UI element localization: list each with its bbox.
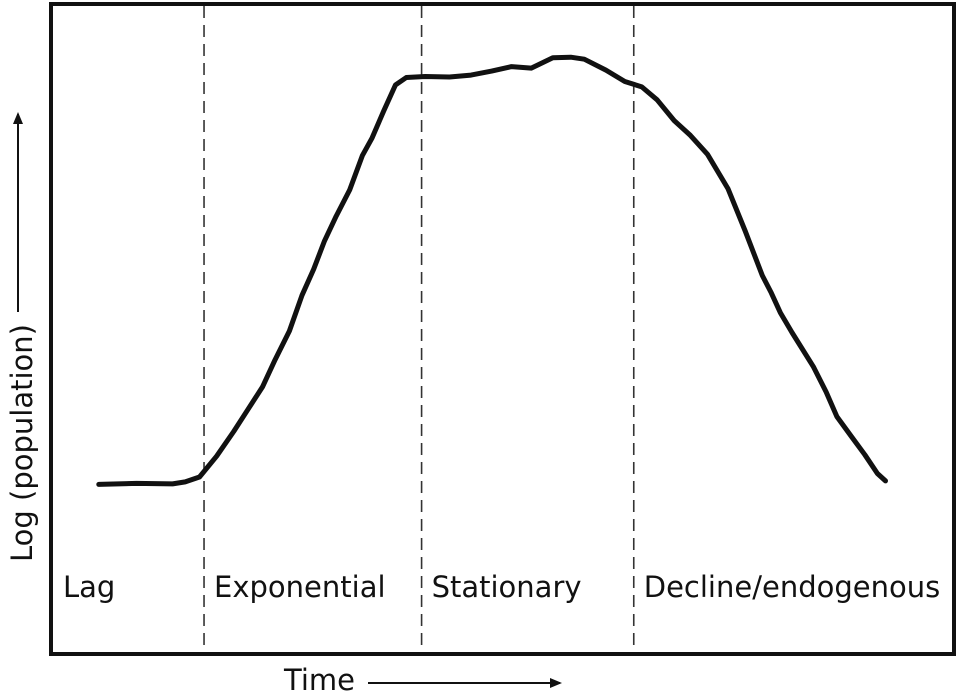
population-curve [96, 54, 888, 487]
x-axis-label: Time [283, 663, 355, 697]
phase-label: Decline/endogenous [644, 570, 940, 604]
phase-label: Stationary [432, 570, 582, 604]
phase-boundary-lines [203, 6, 635, 652]
phase-labels: Lag Exponential Stationary Decline/endogeno… [63, 570, 940, 604]
phase-label: Lag [63, 570, 115, 604]
plot-frame [49, 2, 956, 656]
phase-label: Exponential [214, 570, 385, 604]
y-axis-label: Log (population) [5, 324, 39, 562]
